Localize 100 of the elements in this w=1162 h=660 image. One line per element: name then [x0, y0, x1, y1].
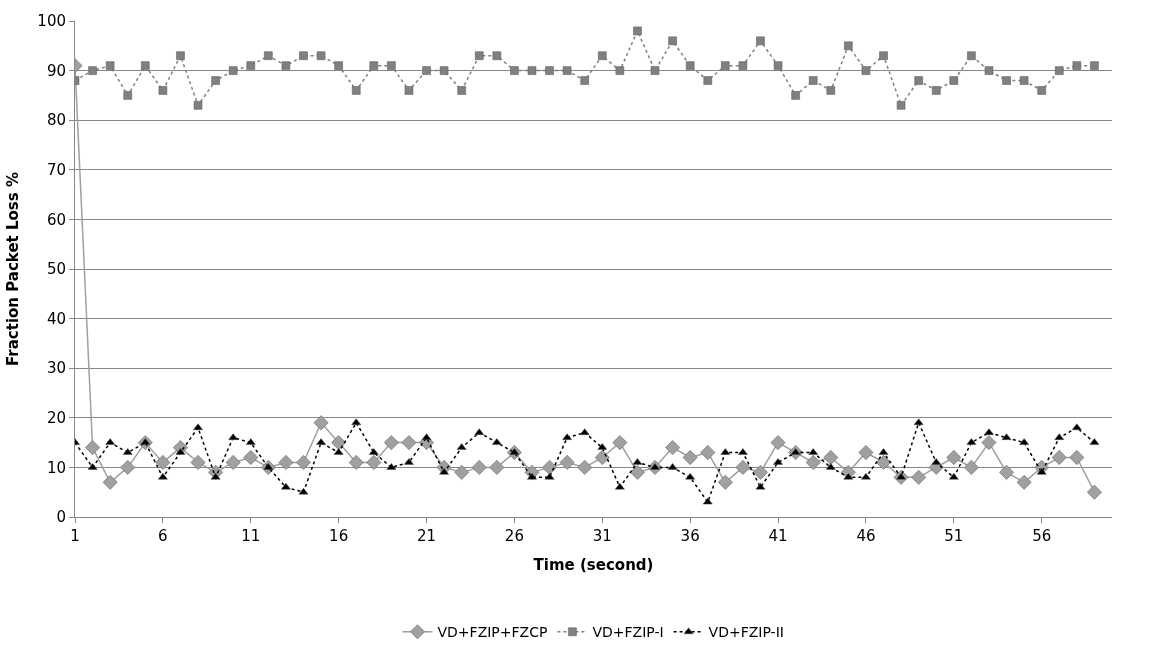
point	[615, 66, 625, 75]
point	[668, 36, 677, 46]
point	[735, 460, 751, 475]
point	[351, 86, 361, 95]
point	[1051, 450, 1067, 465]
point	[844, 41, 853, 51]
point	[721, 61, 730, 70]
point	[755, 482, 766, 490]
y-tick-label: 20	[46, 409, 66, 428]
point	[158, 86, 168, 95]
y-tick-label: 50	[46, 260, 66, 279]
point	[542, 460, 557, 475]
point	[492, 51, 502, 60]
point	[773, 458, 783, 465]
x-tick-label: 31	[592, 527, 612, 545]
point	[738, 448, 748, 455]
point	[155, 455, 171, 470]
x-tick-label: 36	[680, 527, 700, 545]
point	[1055, 66, 1064, 75]
x-tick-label: 46	[856, 527, 876, 545]
point	[193, 423, 203, 430]
point	[700, 445, 716, 460]
point	[316, 438, 326, 445]
point	[369, 61, 379, 70]
point	[457, 86, 466, 95]
legend-label: VD+FZIP-I	[592, 624, 664, 641]
point	[702, 497, 713, 505]
point	[141, 61, 150, 70]
point	[559, 455, 575, 470]
point	[773, 61, 783, 70]
point	[946, 450, 962, 465]
point	[120, 460, 136, 475]
point	[805, 455, 821, 470]
x-tick-label: 26	[504, 527, 524, 545]
point	[717, 474, 733, 490]
point	[913, 418, 924, 426]
point	[633, 26, 642, 36]
point	[366, 455, 382, 470]
point	[685, 61, 695, 70]
point	[383, 435, 399, 450]
point	[278, 455, 294, 470]
point	[176, 51, 185, 60]
point	[1072, 61, 1082, 70]
point	[545, 66, 554, 75]
x-tick-label: 1	[70, 527, 80, 545]
point	[225, 455, 241, 470]
point	[1019, 76, 1029, 85]
point	[454, 464, 470, 480]
point	[650, 66, 660, 75]
point	[404, 86, 414, 95]
x-tick-label: 6	[158, 527, 168, 545]
point	[753, 464, 768, 480]
point	[896, 101, 906, 110]
point	[999, 464, 1014, 480]
point	[105, 61, 115, 70]
legend-label: VD+FZIP-II	[708, 624, 784, 641]
point	[914, 76, 923, 85]
point	[981, 435, 997, 450]
point	[823, 450, 839, 465]
point	[1087, 484, 1102, 500]
legend-label: VD+FZIP+FZCP	[437, 624, 548, 641]
point	[88, 66, 97, 75]
point	[281, 61, 291, 70]
point	[281, 482, 291, 490]
point	[264, 51, 273, 60]
point	[612, 435, 628, 450]
x-tick-label: 56	[1032, 527, 1052, 545]
point	[682, 450, 698, 465]
point	[510, 66, 519, 75]
point	[228, 66, 238, 75]
point	[246, 61, 256, 70]
point	[348, 455, 364, 470]
point	[439, 66, 449, 75]
point	[527, 66, 537, 75]
y-tick-label: 70	[46, 161, 66, 180]
point	[963, 460, 979, 475]
point	[876, 455, 891, 470]
point	[931, 86, 941, 95]
point	[334, 61, 343, 70]
point	[967, 51, 976, 60]
point	[594, 450, 610, 465]
point	[475, 51, 484, 60]
point	[316, 51, 326, 60]
x-tick-label: 41	[768, 527, 788, 545]
point	[401, 435, 417, 450]
point	[738, 61, 748, 70]
point	[193, 101, 203, 110]
point	[577, 460, 593, 475]
point	[1002, 76, 1011, 85]
y-tick-label: 10	[46, 458, 66, 477]
point	[756, 36, 765, 46]
point	[598, 51, 607, 60]
point	[665, 440, 680, 455]
x-tick-label: 16	[329, 527, 349, 545]
point	[422, 66, 431, 75]
point	[85, 440, 100, 455]
point	[1037, 86, 1046, 95]
y-tick-label: 40	[46, 309, 66, 328]
point	[190, 455, 206, 470]
point	[1069, 450, 1085, 465]
